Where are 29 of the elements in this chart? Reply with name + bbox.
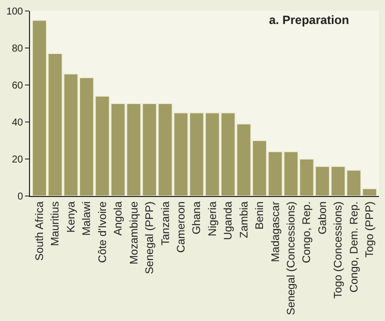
x-tick-label: Tanzania (160, 200, 172, 246)
x-tick-label: Angola (112, 200, 125, 236)
x-tick-label: Benin (254, 201, 266, 230)
x-tick-label: Nigeria (206, 200, 219, 236)
x-tick-label: Kenya (65, 200, 78, 233)
x-tick-label: Togo (Concessions) (332, 201, 345, 299)
x-tick-label: Togo (PPP) (364, 201, 376, 258)
x-tick-label: Senegal (PPP) (144, 201, 156, 274)
chart-title: a. Preparation (269, 13, 350, 27)
x-tick-label: Uganda (222, 200, 235, 240)
x-tick-label: Malawi (81, 201, 94, 236)
y-tick-label: 60 (12, 80, 24, 92)
x-tick-label: Côte d'Ivoire (96, 201, 109, 263)
x-tick-label: Senegal (Concessions) (286, 201, 298, 316)
y-tick-label: 0 (17, 192, 24, 202)
y-tick-label: 40 (12, 118, 24, 128)
x-tick-label: Cameroon (175, 201, 188, 253)
x-tick-label: Congo, Rep. (301, 201, 314, 264)
x-tick-label: Madagascar (270, 201, 282, 262)
x-tick-label: Gabon (316, 201, 329, 234)
y-tick-label: 100 (6, 6, 24, 18)
x-tick-label: Mozambique (128, 201, 140, 264)
y-tick-label: 80 (12, 44, 24, 54)
x-tick-label: Zambia (238, 200, 250, 238)
x-tick-label: Ghana (191, 200, 204, 234)
x-tick-label: Mauritius (50, 200, 62, 246)
x-tick-label: Congo, Dem. Rep. (348, 201, 360, 293)
x-tick-label: South Africa (34, 200, 46, 261)
y-tick-label: 20 (12, 154, 24, 166)
